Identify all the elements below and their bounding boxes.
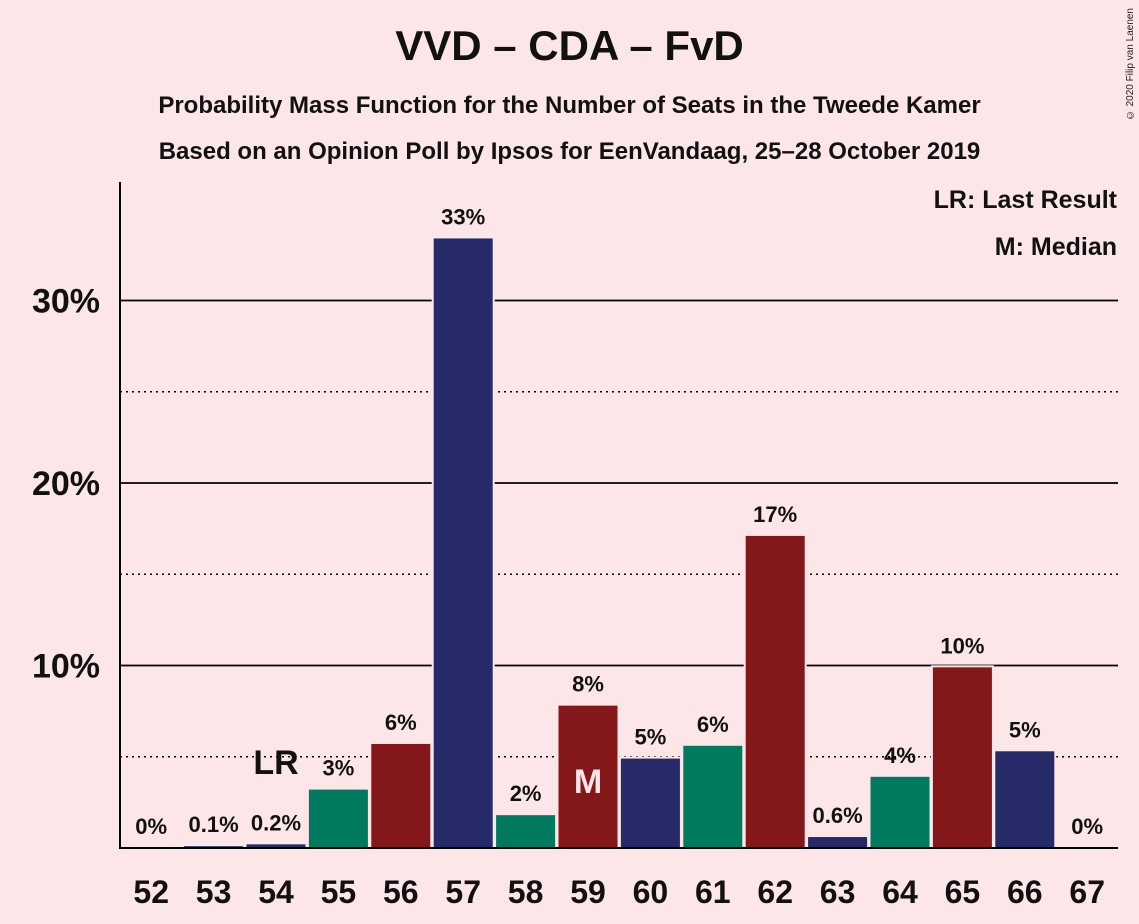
y-tick-label: 20%: [32, 465, 100, 503]
x-tick-label-58: 58: [508, 874, 544, 910]
data-label-seat-60: 5%: [635, 725, 667, 750]
x-tick-label-55: 55: [321, 874, 357, 910]
bar-seat-59: [558, 705, 618, 848]
x-tick-label-53: 53: [196, 874, 232, 910]
bar-seat-64: [870, 776, 930, 848]
data-label-seat-61: 6%: [697, 712, 729, 737]
last-result-marker: LR: [253, 744, 298, 782]
x-tick-label-66: 66: [1007, 874, 1043, 910]
median-marker: M: [574, 763, 602, 801]
y-tick-label: 30%: [32, 283, 100, 321]
data-label-seat-66: 5%: [1009, 717, 1041, 742]
bar-seat-54: [246, 844, 306, 848]
x-tick-label-56: 56: [383, 874, 419, 910]
data-label-seat-67: 0%: [1071, 814, 1103, 839]
x-tick-label-62: 62: [757, 874, 793, 910]
x-tick-label-63: 63: [820, 874, 856, 910]
legend-median: M: Median: [994, 233, 1117, 261]
bar-seat-66: [995, 751, 1055, 848]
bar-seat-61: [683, 745, 743, 848]
bar-seat-65: [932, 667, 992, 848]
x-tick-label-64: 64: [882, 874, 918, 910]
data-label-seat-63: 0.6%: [813, 803, 863, 828]
bar-seat-55: [308, 789, 368, 848]
data-label-seat-54: 0.2%: [251, 810, 301, 835]
data-label-seat-55: 3%: [323, 756, 355, 781]
bar-seat-62: [745, 535, 805, 848]
data-label-seat-62: 17%: [753, 502, 797, 527]
data-label-seat-57: 33%: [441, 204, 485, 229]
bar-seat-60: [620, 758, 680, 848]
x-tick-label-65: 65: [945, 874, 981, 910]
legend-last-result: LR: Last Result: [933, 186, 1117, 214]
x-tick-label-60: 60: [633, 874, 669, 910]
data-label-seat-52: 0%: [135, 814, 167, 839]
chart-title: VVD – CDA – FvD: [395, 22, 744, 69]
x-tick-label-57: 57: [445, 874, 481, 910]
bar-seat-57: [433, 238, 493, 848]
bar-halo: [182, 844, 246, 848]
data-label-seat-58: 2%: [510, 781, 542, 806]
x-tick-label-67: 67: [1069, 874, 1105, 910]
y-tick-label: 10%: [32, 648, 100, 686]
data-label-seat-59: 8%: [572, 672, 604, 697]
bar-seat-63: [808, 837, 868, 848]
x-tick-label-61: 61: [695, 874, 731, 910]
bar-seat-56: [371, 743, 431, 848]
x-tick-label-54: 54: [258, 874, 294, 910]
chart-subtitle-2: Based on an Opinion Poll by Ipsos for Ee…: [158, 138, 981, 165]
data-label-seat-64: 4%: [884, 743, 916, 768]
data-label-seat-56: 6%: [385, 710, 417, 735]
x-tick-label-59: 59: [570, 874, 606, 910]
bar-seat-58: [496, 815, 556, 848]
chart-subtitle-1: Probability Mass Function for the Number…: [158, 92, 981, 119]
data-label-seat-65: 10%: [940, 633, 984, 658]
data-label-seat-53: 0.1%: [189, 812, 239, 837]
x-tick-label-52: 52: [133, 874, 169, 910]
